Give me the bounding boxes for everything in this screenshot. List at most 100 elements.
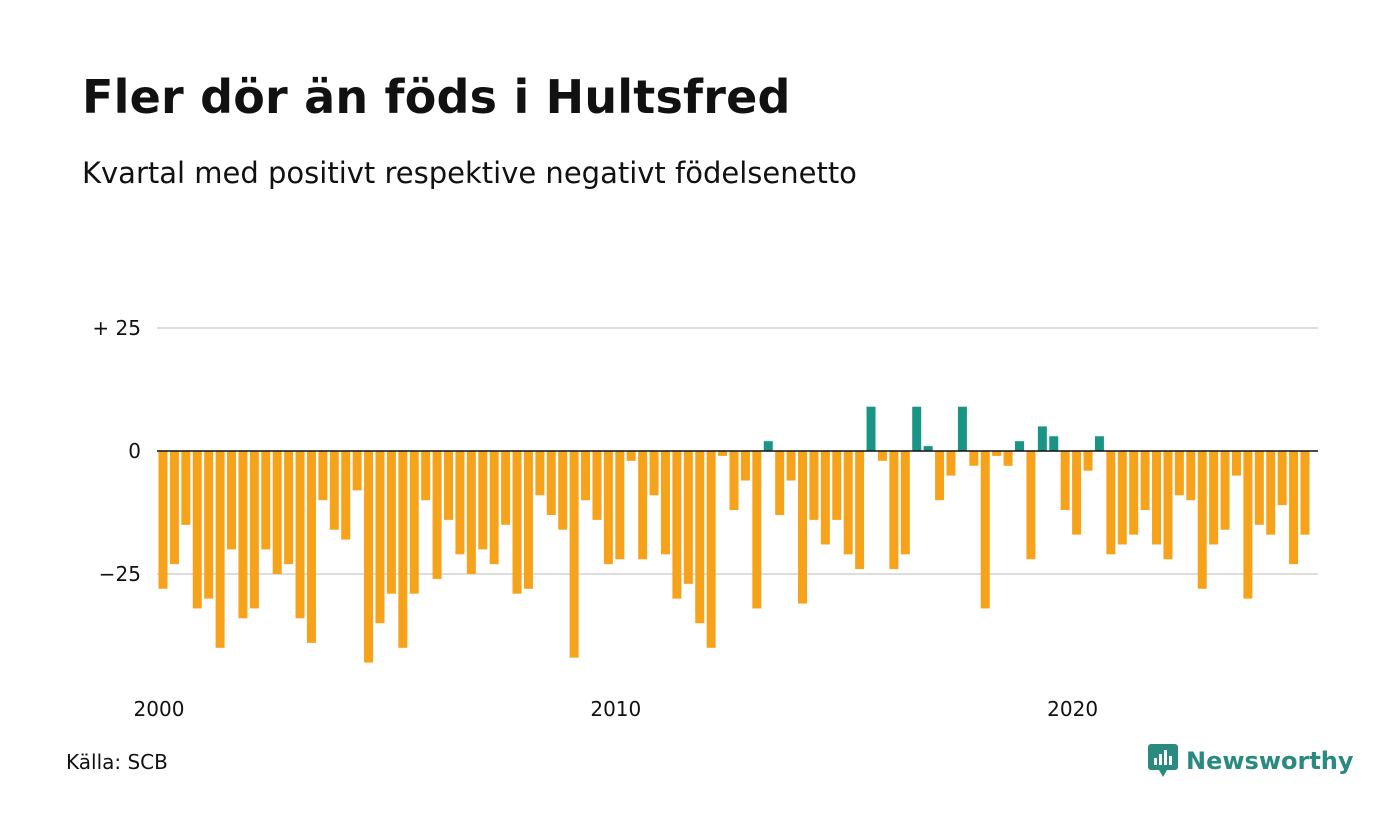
bar-negative — [512, 451, 522, 594]
bar-negative — [1197, 451, 1207, 589]
bar-negative — [249, 451, 259, 609]
bar-negative — [706, 451, 716, 648]
bar-negative — [969, 451, 979, 466]
bar-positive — [923, 446, 933, 451]
bar-negative — [775, 451, 785, 515]
bar-negative — [546, 451, 556, 515]
bar-positive — [1049, 436, 1059, 451]
bar-negative — [318, 451, 328, 501]
bar-negative — [284, 451, 294, 565]
bar-negative — [375, 451, 385, 624]
bar-negative — [1174, 451, 1184, 496]
bar-negative — [261, 451, 271, 550]
chart-subtitle: Kvartal med positivt respektive negativt… — [82, 156, 857, 190]
bar-negative — [1129, 451, 1139, 535]
bar-negative — [729, 451, 739, 511]
x-tick-label: 2020 — [1047, 697, 1098, 721]
bar-positive — [1037, 426, 1047, 451]
bar-negative — [489, 451, 499, 565]
bar-negative — [1026, 451, 1036, 560]
bar-positive — [912, 406, 922, 451]
bar-negative — [227, 451, 237, 550]
bar-negative — [1186, 451, 1196, 501]
bar-negative — [295, 451, 305, 619]
bar-negative — [1003, 451, 1013, 466]
bar-negative — [832, 451, 842, 520]
bar-negative — [672, 451, 682, 599]
bar-negative — [421, 451, 431, 501]
bar-negative — [1300, 451, 1310, 535]
bar-positive — [957, 406, 967, 451]
bar-negative — [1243, 451, 1253, 599]
bar-negative — [192, 451, 202, 609]
bar-negative — [649, 451, 659, 496]
bar-negative — [1231, 451, 1241, 476]
bar-negative — [1117, 451, 1127, 545]
bar-negative — [592, 451, 602, 520]
y-tick-label: 0 — [128, 439, 141, 463]
bar-negative — [523, 451, 533, 589]
bar-negative — [581, 451, 591, 501]
bar-negative — [466, 451, 476, 574]
bar-negative — [843, 451, 853, 555]
x-tick-label: 2010 — [590, 697, 641, 721]
bar-negative — [660, 451, 670, 555]
bar-negative — [478, 451, 488, 550]
bar-negative — [1152, 451, 1162, 545]
bar-positive — [1094, 436, 1104, 451]
bar-negative — [820, 451, 830, 545]
newsworthy-logo-icon — [1148, 744, 1178, 777]
y-tick-label: −25 — [99, 562, 141, 586]
bar-negative — [1254, 451, 1264, 525]
bar-negative — [1220, 451, 1230, 530]
y-tick-label: + 25 — [92, 316, 141, 340]
bar-negative — [386, 451, 396, 594]
bar-negative — [809, 451, 819, 520]
bar-negative — [1277, 451, 1287, 506]
bar-negative — [272, 451, 282, 574]
bar-negative — [889, 451, 899, 570]
bar-negative — [603, 451, 613, 565]
bar-positive — [763, 441, 773, 451]
bar-negative — [1209, 451, 1219, 545]
bar-negative — [855, 451, 865, 570]
bar-negative — [1083, 451, 1093, 471]
bar-negative — [695, 451, 705, 624]
bar-negative — [1072, 451, 1082, 535]
bar-negative — [992, 451, 1002, 456]
bar-negative — [683, 451, 693, 584]
bar-negative — [798, 451, 808, 604]
bar-negative — [432, 451, 442, 579]
bar-negative — [501, 451, 511, 525]
bar-negative — [204, 451, 214, 599]
bar-negative — [1060, 451, 1070, 511]
bar-negative — [877, 451, 887, 461]
bar-negative — [215, 451, 225, 648]
bar-negative — [1163, 451, 1173, 560]
bar-negative — [718, 451, 728, 456]
brand-name: Newsworthy — [1186, 747, 1354, 775]
bar-negative — [786, 451, 796, 481]
bar-negative — [752, 451, 762, 609]
bar-negative — [569, 451, 579, 658]
bar-negative — [306, 451, 316, 643]
bar-negative — [352, 451, 362, 491]
bar-positive — [866, 406, 876, 451]
bar-negative — [980, 451, 990, 609]
bar-negative — [740, 451, 750, 481]
bar-negative — [1266, 451, 1276, 535]
bar-negative — [1106, 451, 1116, 555]
bar-negative — [364, 451, 374, 663]
bar-negative — [935, 451, 945, 501]
axis-labels: + 25 0 −25 2000 2010 2020 — [92, 316, 1098, 721]
bar-negative — [558, 451, 568, 530]
bars — [157, 406, 1318, 663]
grid-lines — [157, 327, 1318, 575]
bar-negative — [615, 451, 625, 560]
brand-logo: Newsworthy — [1148, 744, 1354, 778]
bar-negative — [398, 451, 408, 648]
bar-negative — [455, 451, 465, 555]
bar-negative — [626, 451, 636, 461]
bar-negative — [158, 451, 168, 589]
